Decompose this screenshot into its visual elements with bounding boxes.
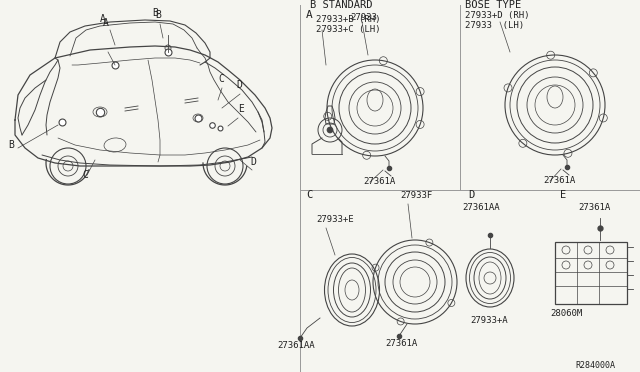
Text: 27361AA: 27361AA bbox=[277, 341, 315, 350]
Text: C: C bbox=[306, 190, 312, 200]
Text: 27933  (LH): 27933 (LH) bbox=[465, 21, 524, 30]
Text: 27361A: 27361A bbox=[363, 177, 396, 186]
Text: A: A bbox=[306, 10, 313, 20]
Text: B: B bbox=[8, 140, 14, 150]
Text: 27933+B (RH): 27933+B (RH) bbox=[316, 15, 381, 24]
Text: 27361A: 27361A bbox=[578, 203, 611, 212]
Text: D: D bbox=[250, 157, 256, 167]
Text: E: E bbox=[560, 190, 566, 200]
Text: 27361A: 27361A bbox=[385, 339, 417, 348]
Text: BOSE TYPE: BOSE TYPE bbox=[465, 0, 521, 10]
Text: 27933+E: 27933+E bbox=[316, 215, 354, 224]
Text: 27933: 27933 bbox=[350, 13, 377, 22]
Text: 27361AA: 27361AA bbox=[462, 203, 500, 212]
Text: B: B bbox=[155, 10, 161, 20]
Text: R284000A: R284000A bbox=[575, 361, 615, 370]
Text: A: A bbox=[103, 18, 109, 28]
Text: D: D bbox=[236, 80, 242, 90]
Text: C: C bbox=[218, 74, 224, 84]
Text: 27933F: 27933F bbox=[400, 191, 432, 200]
Text: E: E bbox=[238, 104, 244, 114]
Text: 27933+D (RH): 27933+D (RH) bbox=[465, 11, 529, 20]
Text: B: B bbox=[152, 8, 158, 18]
Text: 27933+A: 27933+A bbox=[470, 316, 508, 325]
Text: 28060M: 28060M bbox=[550, 309, 582, 318]
Text: B STANDARD: B STANDARD bbox=[310, 0, 372, 10]
Text: D: D bbox=[468, 190, 474, 200]
Text: C: C bbox=[82, 170, 88, 180]
Circle shape bbox=[327, 127, 333, 133]
Text: A: A bbox=[100, 14, 106, 24]
Text: 27361A: 27361A bbox=[543, 176, 575, 185]
Text: 27933+C (LH): 27933+C (LH) bbox=[316, 25, 381, 34]
